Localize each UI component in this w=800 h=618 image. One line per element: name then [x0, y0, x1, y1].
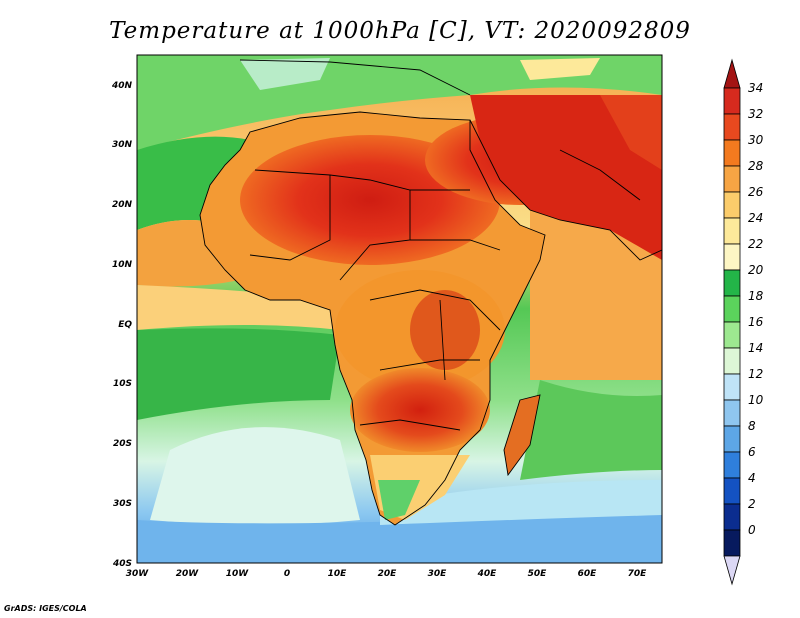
- colorbar-label: 20: [748, 263, 764, 277]
- colorbar-label: 6: [748, 445, 756, 459]
- colorbar-segment: [723, 243, 741, 271]
- colorbar-bottom-arrow: [723, 555, 741, 586]
- colorbar-segment: [723, 477, 741, 505]
- temperature-field: [137, 55, 662, 563]
- colorbar-segment: [723, 191, 741, 219]
- colorbar-label: 4: [748, 471, 756, 485]
- colorbar-segment: [723, 373, 741, 401]
- colorbar-segment: [723, 399, 741, 427]
- colorbar-label: 34: [748, 81, 763, 95]
- lat-label: 40S: [112, 559, 132, 569]
- colorbar-segment: [723, 425, 741, 453]
- lat-label: 30S: [113, 499, 132, 509]
- colorbar-segment: [723, 217, 741, 245]
- colorbar-label: 32: [748, 107, 763, 121]
- colorbar-label: 26: [748, 185, 764, 199]
- lon-label: 60E: [578, 569, 598, 579]
- credit-text: GrADS: IGES/COLA: [4, 604, 87, 613]
- colorbar-segment: [723, 529, 741, 557]
- lat-label: 20S: [113, 439, 132, 449]
- lon-label: 0: [284, 569, 290, 579]
- coastlines: [199, 59, 662, 526]
- colorbar-segment: [723, 503, 741, 531]
- colorbar-segment: [723, 165, 741, 193]
- colorbar-top-arrow: [723, 58, 741, 89]
- lon-label: 30W: [126, 569, 150, 579]
- colorbar-label: 18: [748, 289, 764, 303]
- colorbar-label: 16: [748, 315, 764, 329]
- colorbar-label: 30: [748, 133, 764, 147]
- colorbar-label: 2: [748, 497, 756, 511]
- lat-label: 10N: [112, 260, 133, 270]
- colorbar-label: 12: [748, 367, 763, 381]
- lon-label: 70E: [628, 569, 648, 579]
- lon-label: 50E: [528, 569, 548, 579]
- lon-label: 20W: [176, 569, 200, 579]
- lon-label: 10W: [226, 569, 250, 579]
- map-title: Temperature at 1000hPa [C], VT: 20200928…: [109, 18, 691, 44]
- lat-label: 30N: [112, 140, 133, 150]
- lat-label: EQ: [118, 320, 132, 330]
- colorbar-label: 28: [748, 159, 764, 173]
- colorbar-segment: [723, 269, 741, 297]
- plot-frame: [136, 54, 663, 564]
- latitude-labels: 40N 30N 20N 10N EQ 10S 20S 30S 40S: [111, 81, 133, 569]
- colorbar-segment: [723, 295, 741, 323]
- colorbar-segment: [723, 451, 741, 479]
- colorbar-segment: [723, 113, 741, 141]
- lat-label: 40N: [111, 81, 133, 91]
- colorbar-label: 0: [748, 523, 756, 537]
- lon-label: 30E: [428, 569, 448, 579]
- lon-label: 20E: [378, 569, 398, 579]
- colorbar-segment: [723, 321, 741, 349]
- colorbar-segment: [723, 139, 741, 167]
- longitude-labels: 30W 20W 10W 0 10E 20E 30E 40E 50E 60E 70…: [126, 569, 647, 579]
- colorbar-segment: [723, 87, 741, 115]
- colorbar-label: 22: [748, 237, 763, 251]
- lon-label: 40E: [477, 569, 498, 579]
- lon-label: 10E: [328, 569, 348, 579]
- colorbar-label: 8: [748, 419, 756, 433]
- lat-label: 20N: [112, 200, 133, 210]
- colorbar-segment: [723, 347, 741, 375]
- colorbar-label: 24: [748, 211, 763, 225]
- lat-label: 10S: [113, 379, 132, 389]
- colorbar-label: 10: [748, 393, 764, 407]
- colorbar-label: 14: [748, 341, 763, 355]
